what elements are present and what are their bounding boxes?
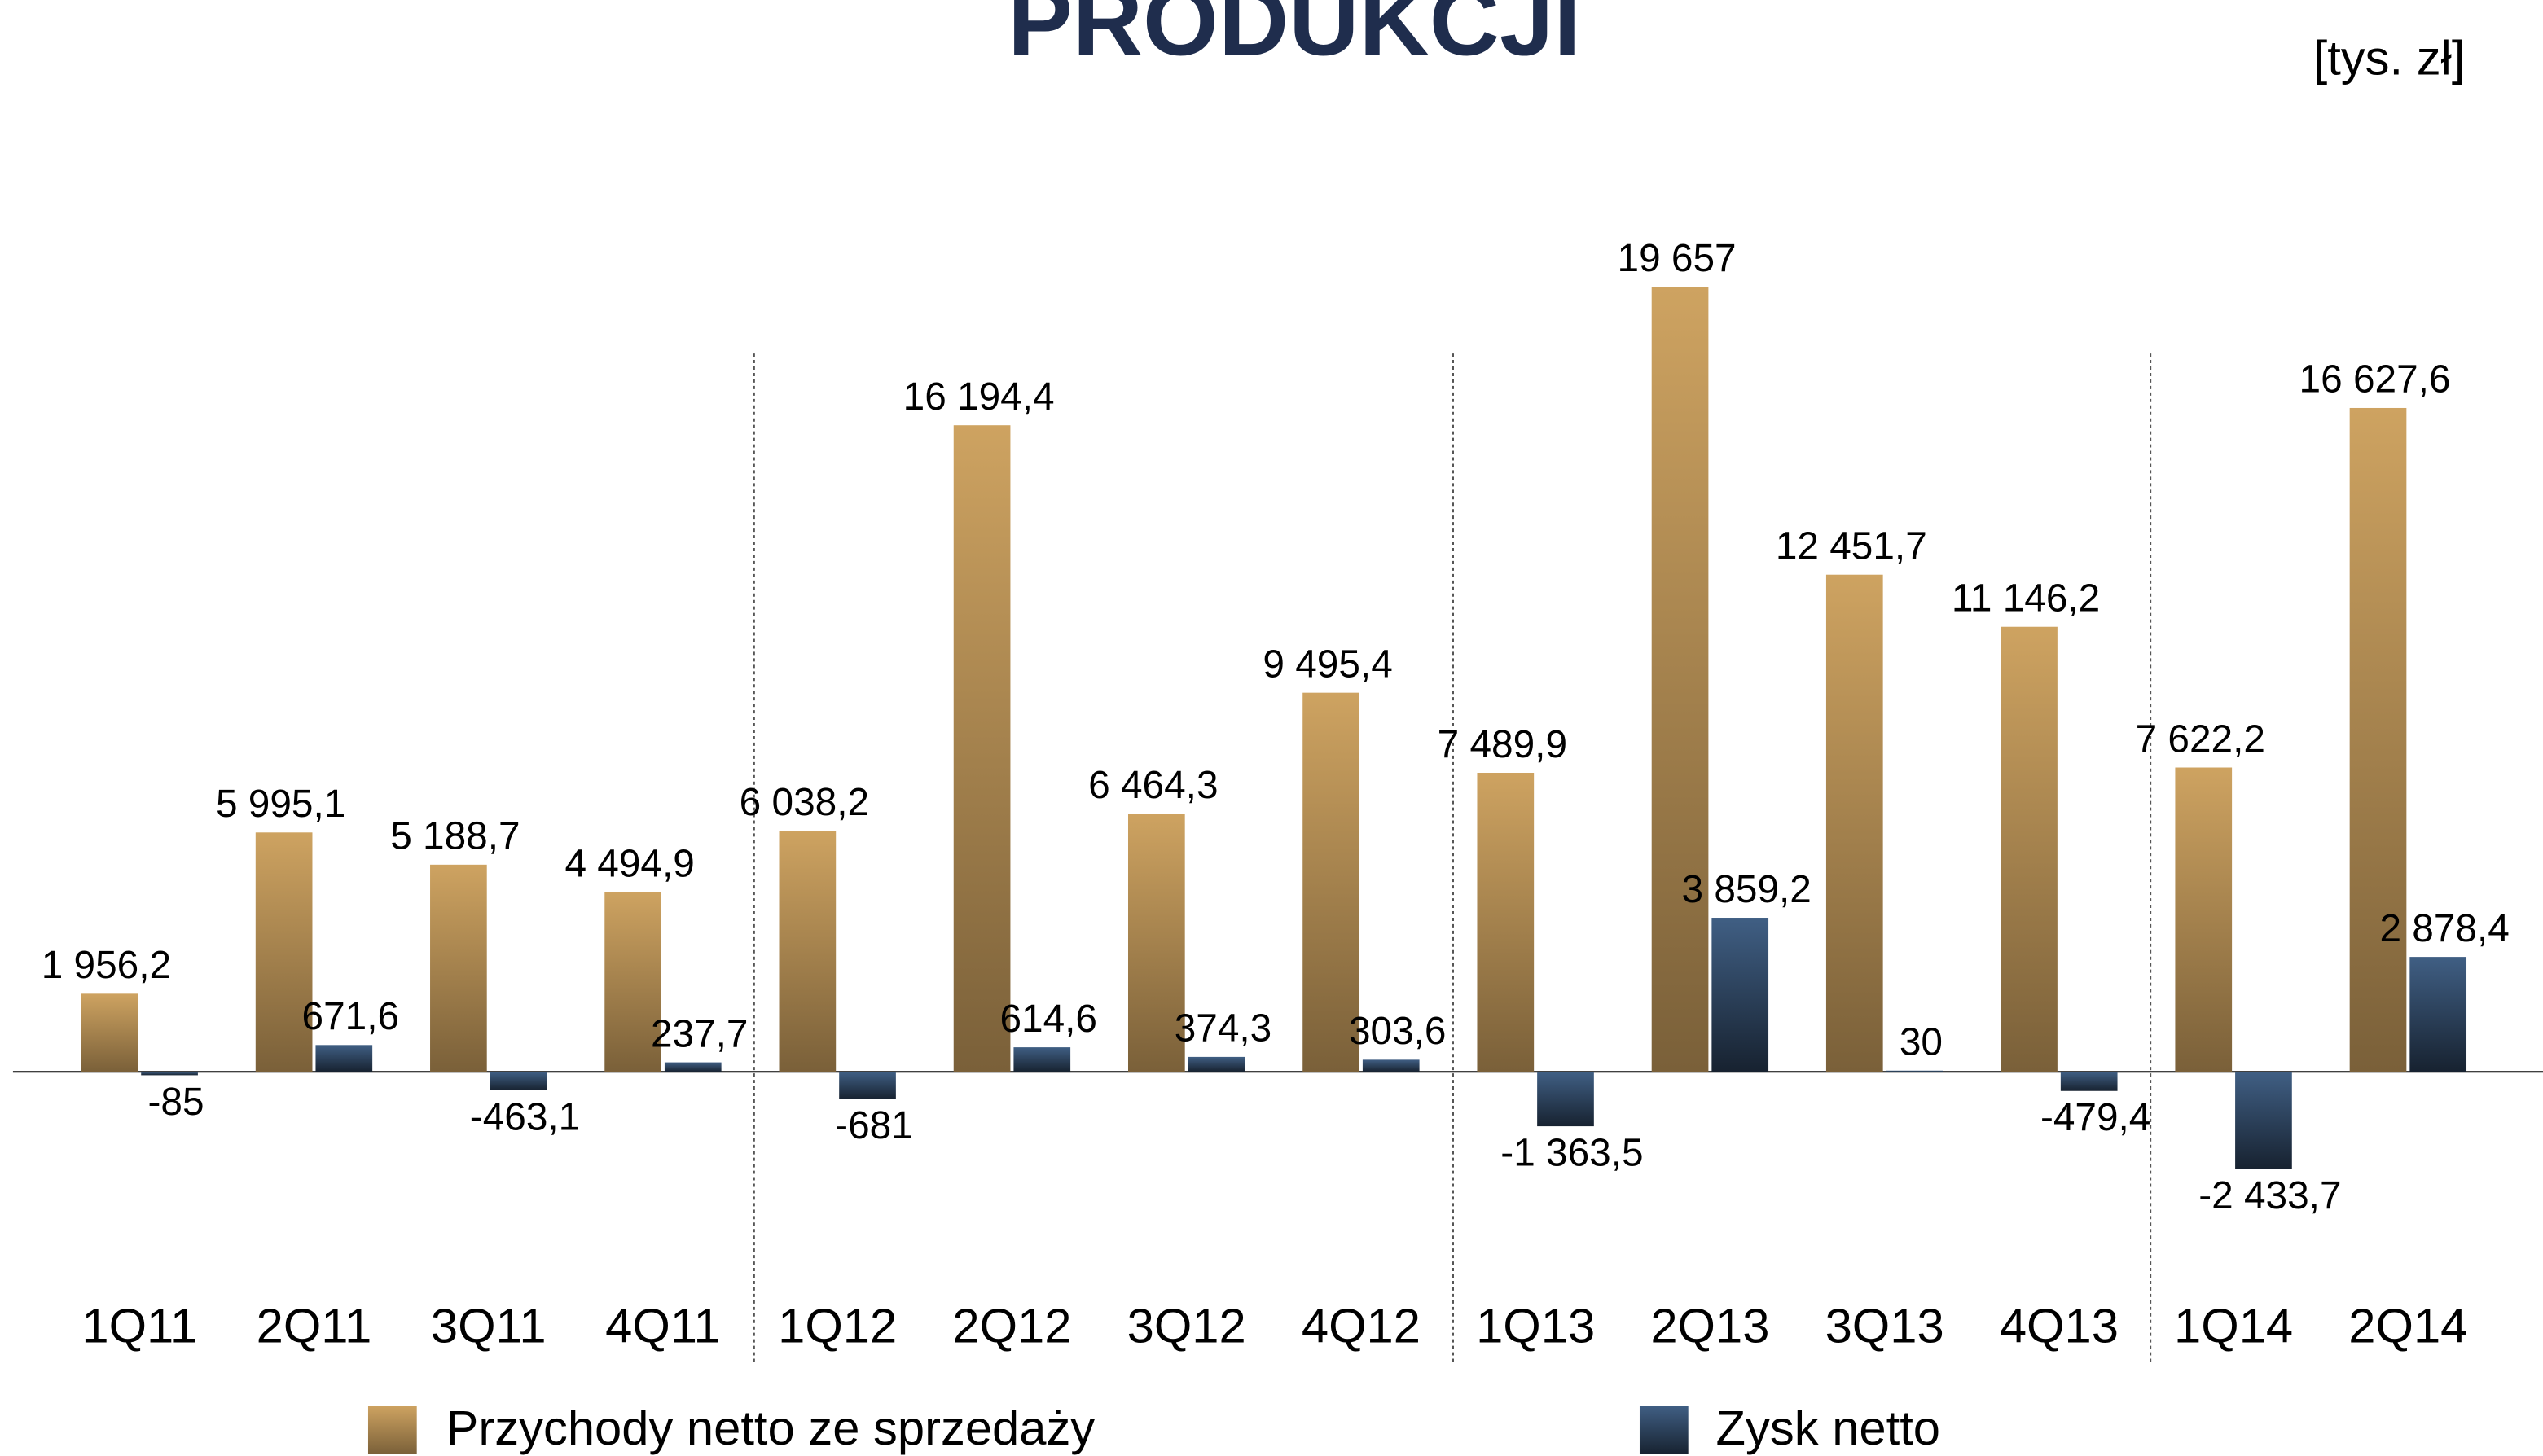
data-label: 4 494,9	[564, 843, 694, 886]
legend-swatch	[1639, 1406, 1689, 1454]
data-label: 16 194,4	[903, 375, 1055, 419]
bar	[604, 892, 661, 1072]
data-label: 303,6	[1349, 1010, 1447, 1053]
x-tick-label: 2Q12	[952, 1298, 1071, 1353]
bar	[2235, 1072, 2292, 1169]
legend-label: Przychody netto ze sprzedaży	[446, 1401, 1096, 1455]
bar	[315, 1045, 373, 1072]
data-label: 7 489,9	[1438, 723, 1567, 766]
bar	[1711, 918, 1769, 1072]
bar	[1302, 692, 1359, 1072]
data-label: 374,3	[1175, 1007, 1272, 1050]
data-label: -463,1	[470, 1095, 580, 1138]
data-label: 614,6	[999, 998, 1097, 1041]
bar	[1477, 773, 1535, 1072]
data-label: -479,4	[2040, 1096, 2150, 1139]
data-label: 5 995,1	[216, 783, 345, 826]
x-tick-label: 3Q13	[1825, 1298, 1944, 1353]
legend-label: Zysk netto	[1716, 1401, 1940, 1455]
data-label: 12 451,7	[1776, 524, 1927, 568]
data-label: 3 859,2	[1681, 868, 1811, 911]
bar	[1651, 287, 1709, 1072]
x-tick-label: 2Q11	[257, 1298, 372, 1353]
data-label: 9 495,4	[1263, 642, 1392, 686]
bar	[490, 1072, 547, 1090]
x-tick-label: 4Q12	[1302, 1298, 1421, 1353]
data-label: 30	[1900, 1021, 1943, 1064]
bar	[2409, 957, 2467, 1072]
data-label: -681	[835, 1104, 913, 1147]
bar	[2060, 1072, 2118, 1091]
data-label: -1 363,5	[1500, 1132, 1643, 1175]
bar	[1013, 1047, 1071, 1072]
data-label: -85	[148, 1081, 204, 1124]
x-tick-label: 1Q12	[778, 1298, 897, 1353]
data-label: 16 627,6	[2299, 358, 2451, 401]
bar	[2175, 767, 2233, 1072]
bar	[430, 864, 487, 1072]
x-tick-label: 4Q11	[605, 1298, 721, 1353]
data-label: 1 956,2	[42, 944, 171, 987]
data-label: 671,6	[302, 995, 400, 1038]
x-tick-label: 3Q12	[1127, 1298, 1246, 1353]
x-tick-label: 4Q13	[2000, 1298, 2119, 1353]
bar	[664, 1062, 722, 1072]
bar	[1362, 1059, 1420, 1072]
legend-swatch	[367, 1406, 417, 1454]
x-tick-label: 2Q13	[1650, 1298, 1769, 1353]
x-tick-label: 1Q13	[1476, 1298, 1595, 1353]
data-label: 6 038,2	[740, 781, 869, 824]
x-tick-label: 1Q14	[2174, 1298, 2293, 1353]
data-label: 11 146,2	[1952, 577, 2100, 620]
x-tick-label: 2Q14	[2348, 1298, 2467, 1353]
data-label: 6 464,3	[1088, 764, 1218, 807]
bar	[1825, 574, 1883, 1072]
bar	[1537, 1072, 1594, 1127]
bar	[1886, 1070, 1943, 1072]
bar	[1188, 1056, 1245, 1072]
data-label: 19 657	[1618, 237, 1737, 280]
bar	[839, 1072, 896, 1099]
bar	[141, 1072, 198, 1076]
data-label: 237,7	[651, 1012, 749, 1055]
bar	[779, 831, 837, 1072]
bar	[1127, 814, 1185, 1072]
chart-title: PRODUKCJI	[1008, 0, 1581, 76]
bar	[953, 425, 1011, 1072]
bar	[2001, 626, 2058, 1072]
data-label: 5 188,7	[390, 815, 520, 858]
unit-label: [tys. zł]	[2314, 30, 2466, 85]
data-label: -2 433,7	[2198, 1174, 2341, 1217]
bar	[2349, 407, 2407, 1072]
data-label: 2 878,4	[2379, 907, 2509, 950]
bar	[81, 993, 138, 1072]
data-label: 7 622,2	[2136, 717, 2265, 761]
bar	[255, 832, 313, 1072]
x-tick-label: 1Q11	[81, 1298, 197, 1353]
x-tick-label: 3Q11	[431, 1298, 547, 1353]
